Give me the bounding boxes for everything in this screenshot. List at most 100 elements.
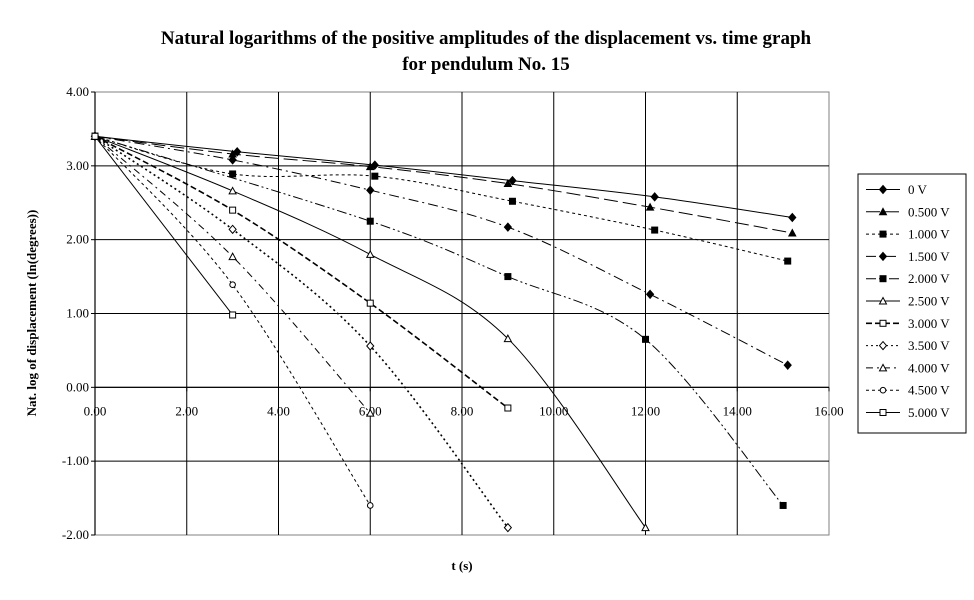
y-tick-label: 2.00	[66, 232, 89, 247]
data-point	[365, 162, 375, 171]
data-point	[229, 281, 236, 289]
legend-item: 2.500 V	[866, 294, 950, 309]
series-line	[94, 135, 371, 506]
legend-label: 2.500 V	[908, 294, 950, 309]
legend-label: 3.500 V	[908, 338, 950, 353]
legend-item: 3.000 V	[866, 316, 950, 331]
y-tick-label: -1.00	[62, 453, 89, 468]
data-point	[228, 224, 237, 235]
series-layer	[90, 131, 797, 533]
x-tick-label: 16.00	[814, 403, 843, 418]
data-point	[784, 257, 792, 265]
legend-marker	[878, 251, 888, 262]
x-tick-label: 14.00	[723, 403, 752, 418]
legend-marker	[878, 340, 888, 351]
data-point	[366, 185, 375, 195]
data-point	[228, 252, 237, 261]
legend-label: 1.500 V	[908, 249, 950, 264]
data-point	[779, 501, 787, 509]
legend-item: 3.500 V	[866, 338, 950, 353]
legend-marker	[879, 409, 887, 416]
x-tick-label: 10.00	[539, 403, 568, 418]
legend-label: 5.000 V	[908, 405, 950, 420]
y-axis-title: Nat. log of displacement (ln(degrees))	[24, 210, 39, 417]
legend-label: 4.000 V	[908, 360, 950, 375]
series-line	[94, 135, 509, 409]
legend-item: 0 V	[866, 182, 928, 197]
data-point	[365, 249, 375, 258]
data-point	[233, 147, 242, 157]
data-point	[645, 289, 655, 300]
legend-marker	[878, 207, 888, 216]
data-point	[365, 408, 375, 417]
data-point	[650, 192, 659, 202]
chart-title: Natural logarithms of the positive ampli…	[161, 28, 812, 49]
data-point	[504, 273, 512, 281]
legend-marker	[879, 275, 887, 283]
data-point	[641, 523, 650, 532]
legend-item: 4.500 V	[866, 383, 950, 398]
data-point	[651, 226, 659, 234]
data-point	[228, 155, 237, 165]
legend-item: 2.000 V	[866, 271, 950, 286]
y-tick-label: 0.00	[66, 379, 89, 394]
data-point	[788, 212, 797, 223]
y-tick-label: -2.00	[62, 527, 89, 542]
data-point	[503, 178, 513, 188]
x-tick-label: 12.00	[631, 403, 660, 418]
data-point	[366, 502, 374, 509]
grid-lines	[95, 92, 829, 535]
legend-marker	[879, 319, 887, 327]
series-line	[94, 135, 793, 219]
series-line	[94, 135, 784, 506]
legend-label: 0 V	[908, 182, 928, 197]
legend-item: 1.000 V	[866, 227, 950, 242]
legend: 0 V 0.500 V 1.000 V 1.500 V 2.000 V 2.500 V 3.…	[857, 173, 967, 434]
series-6	[91, 132, 512, 412]
data-point	[642, 335, 649, 343]
legend-label: 2.000 V	[908, 271, 950, 286]
data-point	[783, 360, 792, 370]
data-point	[229, 206, 237, 214]
x-tick-label: 8.00	[451, 403, 474, 418]
data-point	[229, 311, 237, 319]
series-10	[91, 132, 237, 319]
series-line	[94, 135, 793, 234]
legend-marker	[878, 363, 888, 372]
legend-marker	[879, 230, 887, 238]
series-5	[90, 131, 650, 532]
y-axis-tick-labels: 4.00 3.00 2.00 1.00 0.00 -1.00 -2.00	[62, 84, 95, 542]
data-point	[91, 132, 99, 140]
x-tick-label: 0.00	[84, 403, 107, 418]
legend-marker	[878, 296, 888, 305]
data-point	[787, 228, 797, 237]
y-tick-label: 3.00	[66, 158, 89, 173]
legend-marker	[879, 386, 887, 394]
legend-label: 3.000 V	[908, 316, 950, 331]
series-line	[94, 135, 509, 529]
legend-box	[857, 173, 967, 434]
data-point	[229, 170, 237, 178]
series-line	[94, 135, 646, 528]
data-point	[645, 202, 655, 211]
x-tick-label: 4.00	[267, 403, 290, 418]
legend-label: 4.500 V	[908, 383, 950, 398]
data-point	[366, 217, 374, 225]
legend-marker	[878, 184, 888, 195]
legend-label: 1.000 V	[908, 227, 950, 242]
legend-item: 0.500 V	[866, 204, 950, 219]
series-line	[94, 135, 788, 366]
data-point	[504, 404, 512, 412]
data-point	[503, 522, 513, 533]
data-point	[228, 186, 237, 195]
data-point	[371, 172, 379, 180]
chart-subtitle: for pendulum No. 15	[402, 54, 570, 75]
x-tick-label: 2.00	[175, 403, 198, 418]
series-line	[94, 135, 788, 262]
series-7	[90, 131, 513, 533]
series-line	[94, 135, 234, 316]
legend-items: 0 V 0.500 V 1.000 V 1.500 V 2.000 V 2.500 V 3.…	[866, 182, 950, 420]
data-point	[503, 334, 513, 343]
